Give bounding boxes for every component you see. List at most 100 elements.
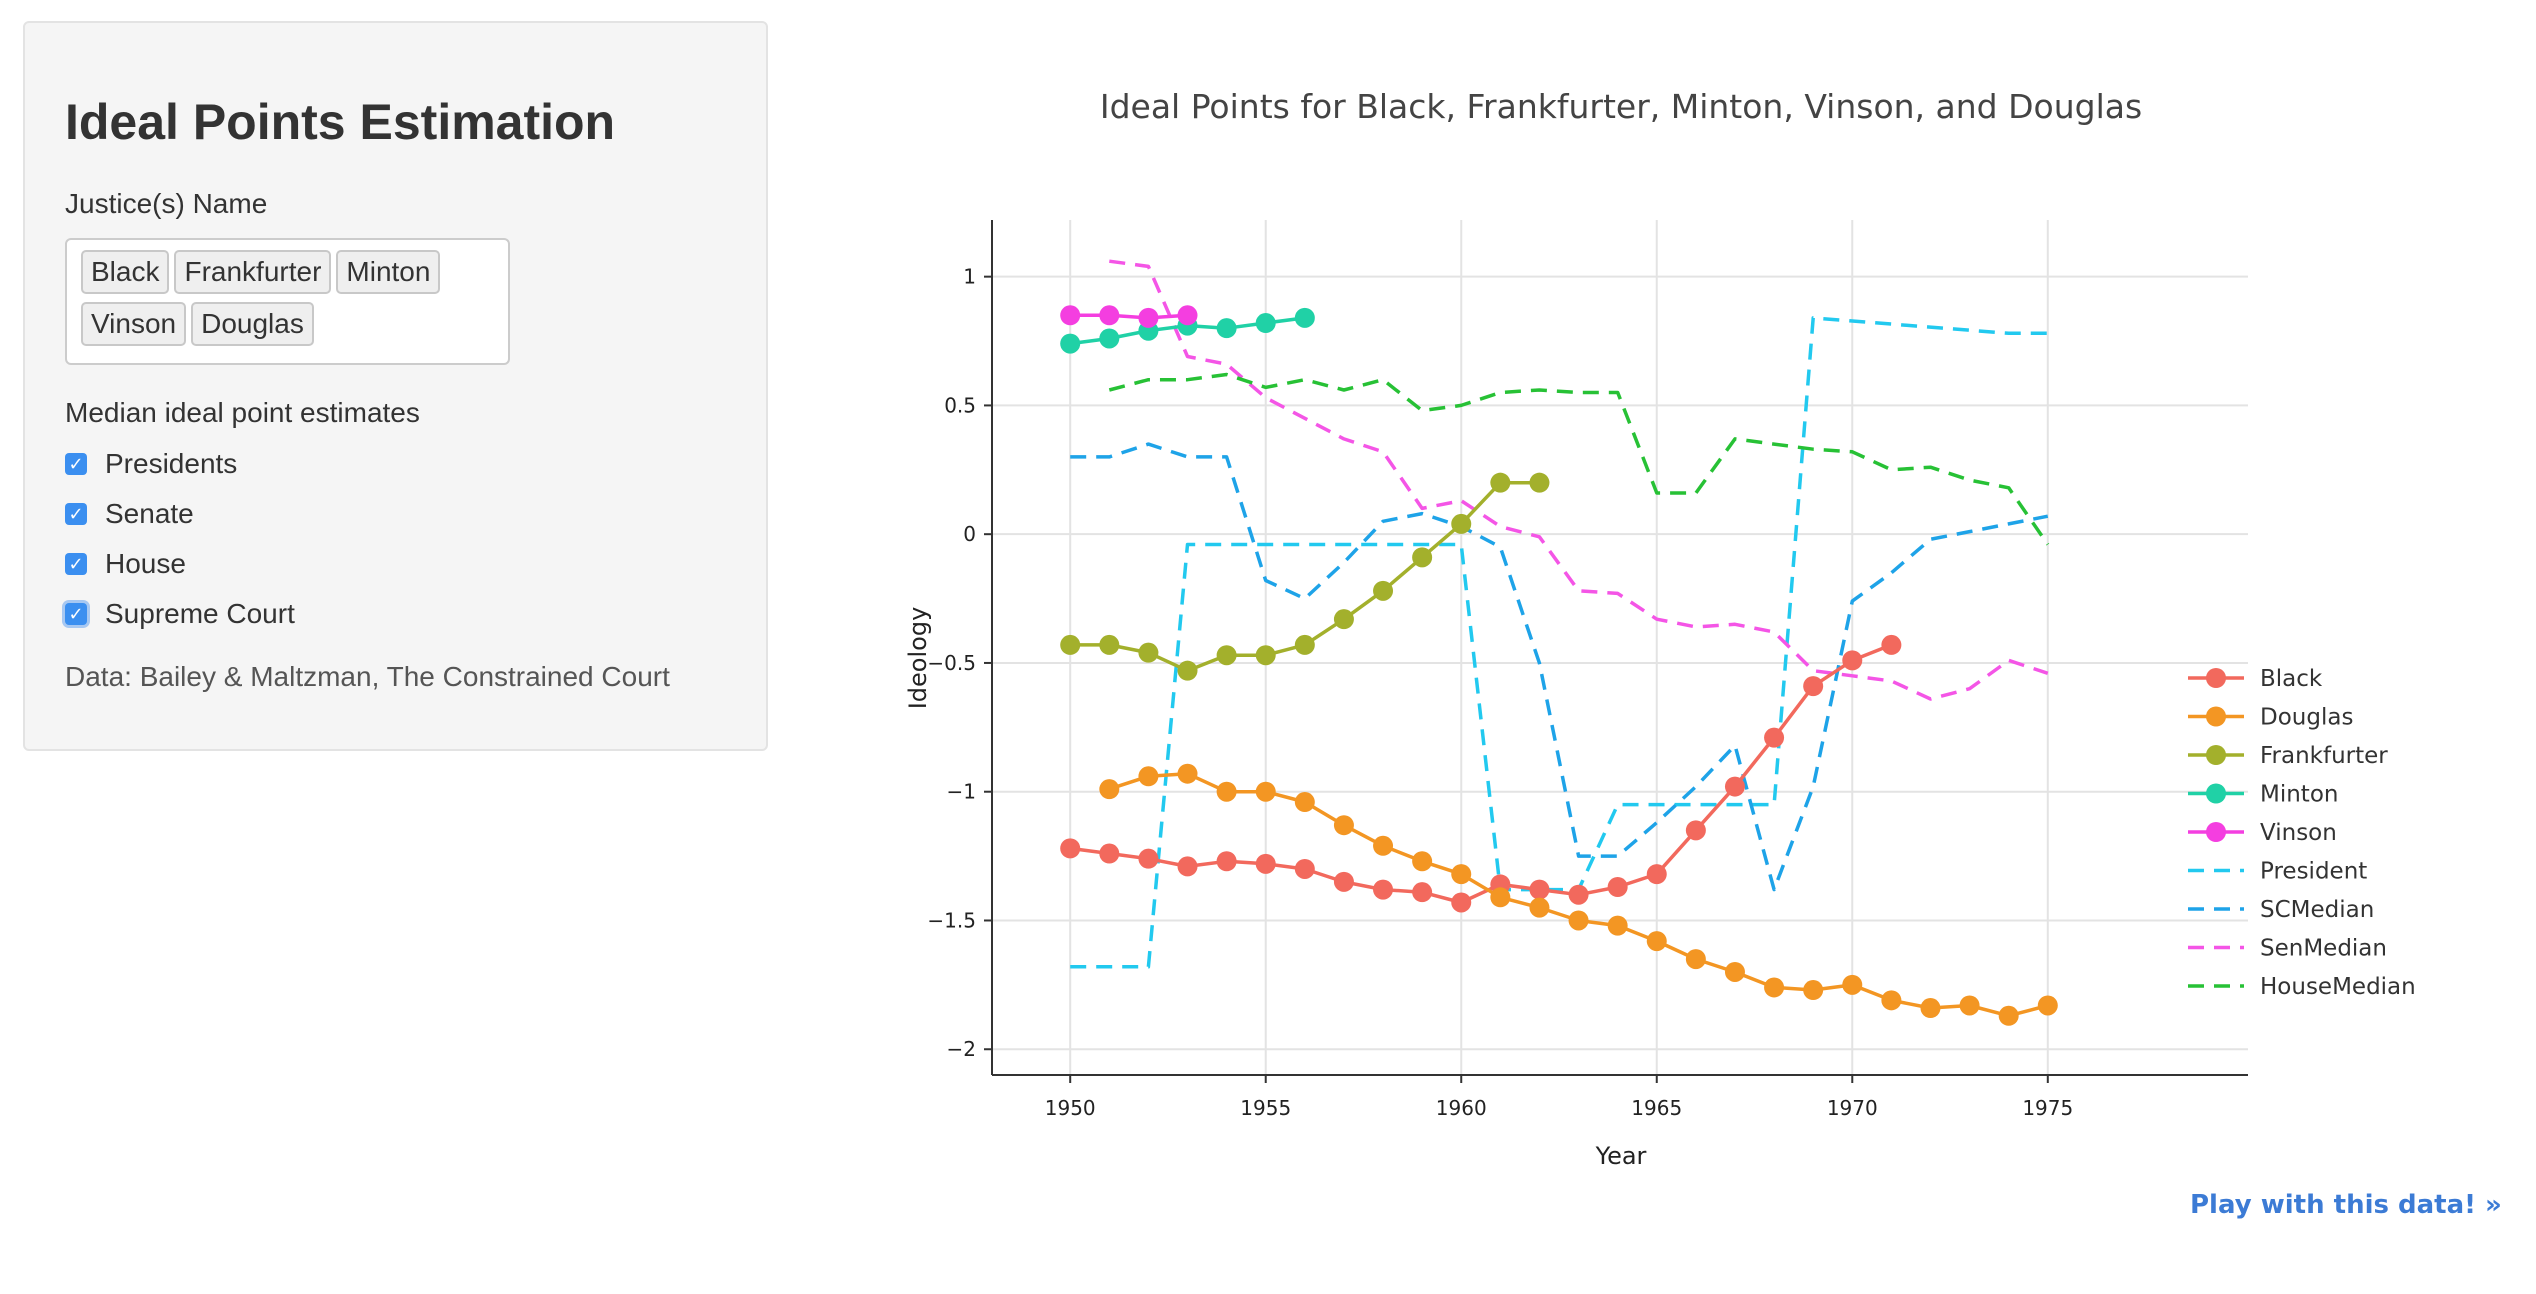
- justice-tag[interactable]: Black: [81, 250, 170, 294]
- data-point-frankfurter: [1099, 634, 1120, 655]
- presidents-checkbox-row[interactable]: ✓ Presidents: [65, 439, 726, 489]
- data-point-black: [1333, 871, 1354, 892]
- y-tick-label: 1: [963, 265, 976, 289]
- data-point-black: [1764, 727, 1785, 748]
- y-tick-label: 0: [963, 522, 976, 546]
- data-point-black: [1294, 858, 1315, 879]
- data-point-frankfurter: [1216, 645, 1237, 666]
- x-tick-label: 1975: [2022, 1096, 2073, 1120]
- data-point-douglas: [1881, 990, 1902, 1011]
- data-point-black: [1685, 820, 1706, 841]
- data-point-black: [1099, 843, 1120, 864]
- justice-tag[interactable]: Douglas: [191, 302, 314, 346]
- chart-area: Ideal Points for Black, Frankfurter, Min…: [880, 60, 2520, 1240]
- y-axis-label: Ideology: [904, 607, 932, 710]
- data-source-note: Data: Bailey & Maltzman, The Constrained…: [65, 661, 670, 692]
- y-tick-label: 0.5: [944, 393, 976, 417]
- data-point-douglas: [1255, 781, 1276, 802]
- ideal-points-chart: Ideal Points for Black, Frankfurter, Min…: [904, 87, 2416, 1170]
- data-point-black: [1451, 892, 1472, 913]
- chart-title: Ideal Points for Black, Frankfurter, Min…: [1100, 87, 2142, 126]
- data-point-frankfurter: [1490, 472, 1511, 493]
- checkbox-house[interactable]: ✓: [65, 553, 87, 575]
- data-point-douglas: [1138, 766, 1159, 787]
- checkbox-label: Presidents: [105, 448, 238, 479]
- data-point-minton: [1099, 328, 1120, 349]
- checkbox-supreme-court[interactable]: ✓: [65, 603, 87, 625]
- supreme-court-checkbox-row[interactable]: ✓ Supreme Court: [65, 589, 726, 639]
- data-point-black: [1412, 882, 1433, 903]
- data-point-douglas: [1412, 851, 1433, 872]
- y-tick-label: −0.5: [927, 651, 976, 675]
- data-point-douglas: [1490, 887, 1511, 908]
- data-point-douglas: [2037, 995, 2058, 1016]
- data-point-douglas: [1685, 949, 1706, 970]
- data-point-minton: [1060, 333, 1081, 354]
- series-line-vinson: [1070, 313, 1188, 320]
- data-point-black: [1842, 650, 1863, 671]
- justice-tag[interactable]: Vinson: [81, 302, 187, 346]
- x-tick-label: 1955: [1240, 1096, 1291, 1120]
- data-point-douglas: [1998, 1005, 2019, 1026]
- data-point-black: [1177, 856, 1198, 877]
- legend-marker-vinson: [2206, 822, 2226, 842]
- median-label: Median ideal point estimates: [65, 397, 420, 428]
- data-point-black: [1881, 634, 1902, 655]
- data-point-frankfurter: [1138, 642, 1159, 663]
- legend-label-minton: Minton: [2260, 782, 2338, 808]
- series-line-scmedian: [1070, 442, 2049, 892]
- legend-label-frankfurter: Frankfurter: [2260, 743, 2388, 769]
- series-line-black: [1069, 643, 1893, 905]
- legend-label-douglas: Douglas: [2260, 705, 2353, 731]
- justice-tag[interactable]: Frankfurter: [174, 250, 332, 294]
- justice-tag[interactable]: Minton: [336, 250, 441, 294]
- y-tick-label: −2: [947, 1037, 976, 1061]
- x-tick-label: 1960: [1436, 1096, 1487, 1120]
- data-point-douglas: [1294, 792, 1315, 813]
- data-point-douglas: [1373, 835, 1394, 856]
- axes: 1950 1955 1960 1965 1970 1975 1 0.5 0 −0.5 −1 −1.5 −…: [927, 220, 2248, 1120]
- legend-marker-douglas: [2206, 706, 2226, 727]
- data-point-douglas: [1646, 931, 1667, 952]
- checkbox-presidents[interactable]: ✓: [65, 453, 87, 475]
- x-tick-label: 1950: [1045, 1096, 1096, 1120]
- legend[interactable]: Black Douglas Frankfurter Minton Vinson Presi…: [2188, 666, 2416, 1000]
- data-point-douglas: [1451, 864, 1472, 885]
- data-point-frankfurter: [1333, 609, 1354, 630]
- checkbox-label: Supreme Court: [105, 598, 295, 629]
- data-point-douglas: [1099, 779, 1120, 800]
- data-point-minton: [1294, 307, 1315, 328]
- legend-marker-minton: [2206, 783, 2226, 804]
- series-group: [1060, 259, 2058, 1026]
- data-point-frankfurter: [1255, 645, 1276, 666]
- data-point-douglas: [1607, 915, 1628, 936]
- legend-marker-frankfurter: [2206, 745, 2226, 765]
- justice-select[interactable]: Black Frankfurter Minton Vinson Douglas: [65, 238, 510, 365]
- checkbox-label: Senate: [105, 498, 194, 529]
- data-point-black: [1216, 851, 1237, 872]
- senate-checkbox-row[interactable]: ✓ Senate: [65, 489, 726, 539]
- house-checkbox-row[interactable]: ✓ House: [65, 539, 726, 589]
- data-point-black: [1607, 877, 1628, 898]
- data-point-vinson: [1177, 305, 1198, 326]
- data-point-black: [1529, 879, 1550, 900]
- legend-label-black: Black: [2260, 666, 2323, 692]
- legend-label-scmedian: SCMedian: [2260, 897, 2374, 923]
- page-title: Ideal Points Estimation: [65, 94, 616, 150]
- x-tick-label: 1970: [1827, 1096, 1878, 1120]
- data-point-vinson: [1099, 305, 1120, 326]
- checkbox-senate[interactable]: ✓: [65, 503, 87, 525]
- play-with-data-link[interactable]: Play with this data! »: [2190, 1190, 2502, 1220]
- data-point-douglas: [1529, 897, 1550, 918]
- data-point-vinson: [1060, 305, 1081, 326]
- data-point-douglas: [1842, 974, 1863, 995]
- justice-label: Justice(s) Name: [65, 188, 268, 219]
- data-point-douglas: [1177, 763, 1198, 784]
- data-point-frankfurter: [1529, 472, 1550, 493]
- checkbox-label: House: [105, 548, 186, 579]
- data-point-black: [1646, 864, 1667, 885]
- legend-label-senmedian: SenMedian: [2260, 936, 2387, 962]
- y-tick-label: −1: [947, 780, 976, 804]
- legend-marker-black: [2206, 668, 2226, 688]
- data-point-minton: [1255, 313, 1276, 334]
